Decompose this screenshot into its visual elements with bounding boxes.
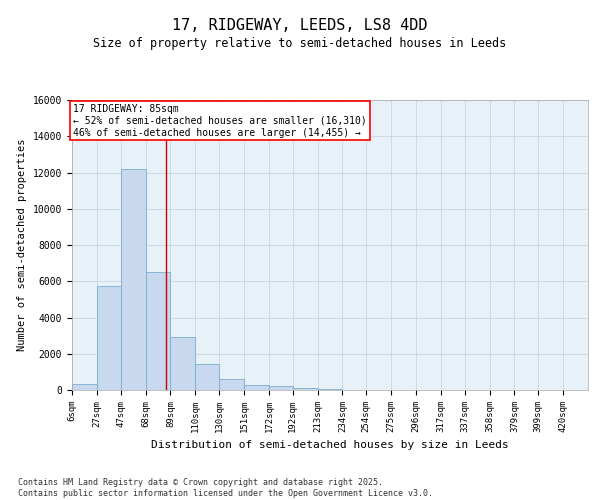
Bar [196, 364, 219, 390]
Bar [293, 388, 317, 390]
Text: Size of property relative to semi-detached houses in Leeds: Size of property relative to semi-detach… [94, 38, 506, 51]
Bar [72, 384, 97, 390]
Bar [317, 389, 343, 390]
Bar [146, 272, 170, 390]
Bar [121, 169, 146, 390]
Text: Contains HM Land Registry data © Crown copyright and database right 2025.
Contai: Contains HM Land Registry data © Crown c… [18, 478, 433, 498]
Bar [97, 286, 121, 390]
Text: 17, RIDGEWAY, LEEDS, LS8 4DD: 17, RIDGEWAY, LEEDS, LS8 4DD [172, 18, 428, 32]
Bar [269, 386, 293, 390]
Bar [170, 338, 196, 390]
X-axis label: Distribution of semi-detached houses by size in Leeds: Distribution of semi-detached houses by … [151, 440, 509, 450]
Text: 17 RIDGEWAY: 85sqm
← 52% of semi-detached houses are smaller (16,310)
46% of sem: 17 RIDGEWAY: 85sqm ← 52% of semi-detache… [73, 104, 367, 138]
Bar [244, 384, 269, 390]
Y-axis label: Number of semi-detached properties: Number of semi-detached properties [17, 138, 28, 352]
Bar [219, 379, 244, 390]
